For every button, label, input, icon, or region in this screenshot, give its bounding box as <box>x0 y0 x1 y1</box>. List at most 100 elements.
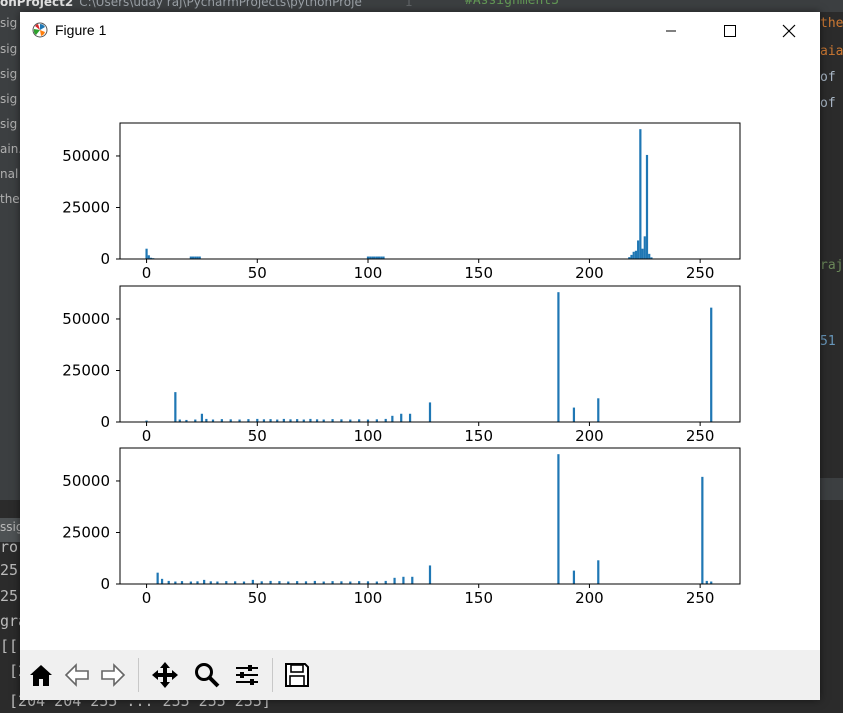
ide-title-bar: onProject2 C:\Users\uday raj\PycharmProje… <box>0 0 843 12</box>
histogram-bar <box>375 581 378 584</box>
home-button[interactable] <box>24 658 58 692</box>
ide-code-fragment: of <box>820 70 836 85</box>
histogram-bar <box>402 576 405 584</box>
x-tick-label: 100 <box>354 264 383 282</box>
histogram-bar <box>641 248 644 259</box>
subplot-2: 0 50 100 150 200 250 0 25000 50000 <box>62 285 741 445</box>
histogram-bar <box>411 576 414 584</box>
histogram-bar <box>191 256 195 259</box>
ide-code-fragment: aia <box>820 44 843 59</box>
histogram-bar <box>194 419 197 422</box>
save-button[interactable] <box>280 658 314 692</box>
histogram-bar <box>315 419 319 422</box>
ide-code-comment: #Assignment3 <box>465 0 559 8</box>
ide-code-fragment: the <box>820 16 843 31</box>
pan-icon <box>152 662 178 688</box>
ide-console-line: 25 <box>0 561 19 579</box>
ide-file-item[interactable]: thes <box>0 192 26 206</box>
configure-subplots-icon <box>236 665 258 685</box>
histogram-bar <box>349 581 352 584</box>
histogram-bar <box>375 419 378 422</box>
histogram-bar <box>156 572 159 584</box>
histogram-bar <box>366 419 370 422</box>
histogram-bar <box>557 454 560 584</box>
toolbar-separator <box>272 658 273 692</box>
histogram-bar <box>428 402 432 422</box>
ide-line-number: 1 <box>405 0 413 9</box>
histogram-bar <box>205 418 208 422</box>
histogram-bar <box>366 581 370 584</box>
x-tick-label: 200 <box>575 589 604 607</box>
ide-code-fragment: of <box>820 96 836 111</box>
y-tick-label: 0 <box>100 250 110 268</box>
histogram-bar <box>382 256 385 259</box>
toolbar-separator <box>138 658 139 692</box>
ide-project-name[interactable]: onProject2 <box>0 0 74 9</box>
ide-console-line: [[ <box>0 637 19 655</box>
maximize-icon <box>724 25 736 37</box>
maximize-button[interactable] <box>701 12 759 50</box>
ide-console-tab[interactable]: ssig <box>0 520 24 534</box>
navigation-toolbar <box>20 650 820 700</box>
histogram-bar <box>216 581 219 584</box>
window-title-bar[interactable]: Figure 1 <box>20 12 820 50</box>
histogram-bar <box>572 407 576 422</box>
histogram-bar <box>174 581 177 584</box>
axes-frame <box>119 122 741 260</box>
histogram-bar <box>375 256 378 259</box>
x-tick-label: 250 <box>686 264 715 282</box>
save-icon <box>285 663 309 687</box>
histogram-bar <box>637 240 640 259</box>
ide-code-fragment: 51 <box>820 334 836 349</box>
histogram-bar <box>282 418 285 422</box>
y-tick-label: 25000 <box>62 361 110 379</box>
histogram-bar <box>391 415 394 422</box>
histogram-bar <box>278 581 281 584</box>
close-button[interactable] <box>760 12 818 50</box>
configure-subplots-button[interactable] <box>230 658 264 692</box>
x-tick-label: 50 <box>248 427 267 445</box>
ide-project-breadcrumb: onProject2 C:\Users\uday raj\PycharmProje… <box>0 0 362 9</box>
ide-file-item[interactable]: sig <box>0 16 18 30</box>
histogram-bar <box>377 256 381 259</box>
histogram-bar <box>710 581 713 584</box>
histogram-bar <box>557 292 560 422</box>
minimize-button[interactable] <box>642 12 700 50</box>
ide-file-item[interactable]: ain. <box>0 142 23 156</box>
histogram-bar <box>373 256 376 259</box>
histogram-bar <box>597 560 600 584</box>
histogram-bar <box>147 255 150 259</box>
histogram-bar <box>331 581 334 584</box>
ide-file-item[interactable]: sig <box>0 92 18 106</box>
histogram-bar <box>632 251 635 259</box>
x-tick-label: 150 <box>464 589 493 607</box>
histogram-bar <box>247 419 250 422</box>
x-tick-label: 200 <box>575 264 604 282</box>
zoom-button[interactable] <box>190 658 224 692</box>
histogram-bar <box>384 418 387 422</box>
x-tick-label: 0 <box>142 589 152 607</box>
histogram-bar <box>296 581 299 584</box>
histogram-bar <box>358 419 361 422</box>
window-title: Figure 1 <box>55 22 107 38</box>
ide-file-item[interactable]: sig <box>0 42 18 56</box>
ide-project-panel: sig sig sig sig sig ain. nal thes <box>0 12 26 500</box>
pan-button[interactable] <box>148 658 182 692</box>
back-button[interactable] <box>60 658 94 692</box>
histogram-bar <box>302 419 305 422</box>
histogram-bar <box>340 581 343 584</box>
ide-file-item[interactable]: sig <box>0 67 18 81</box>
axes-frame <box>119 447 741 585</box>
histogram-bar <box>269 419 272 422</box>
ide-file-item[interactable]: sig <box>0 117 18 131</box>
histogram-bar <box>322 581 325 584</box>
x-tick-label: 0 <box>142 427 152 445</box>
histogram-bar <box>260 581 263 584</box>
axes-frame <box>119 285 741 423</box>
histogram-bar <box>634 250 638 259</box>
histogram-bar <box>287 581 290 584</box>
forward-button[interactable] <box>96 658 130 692</box>
ide-file-item[interactable]: nal <box>0 167 19 181</box>
zoom-icon <box>195 663 220 688</box>
